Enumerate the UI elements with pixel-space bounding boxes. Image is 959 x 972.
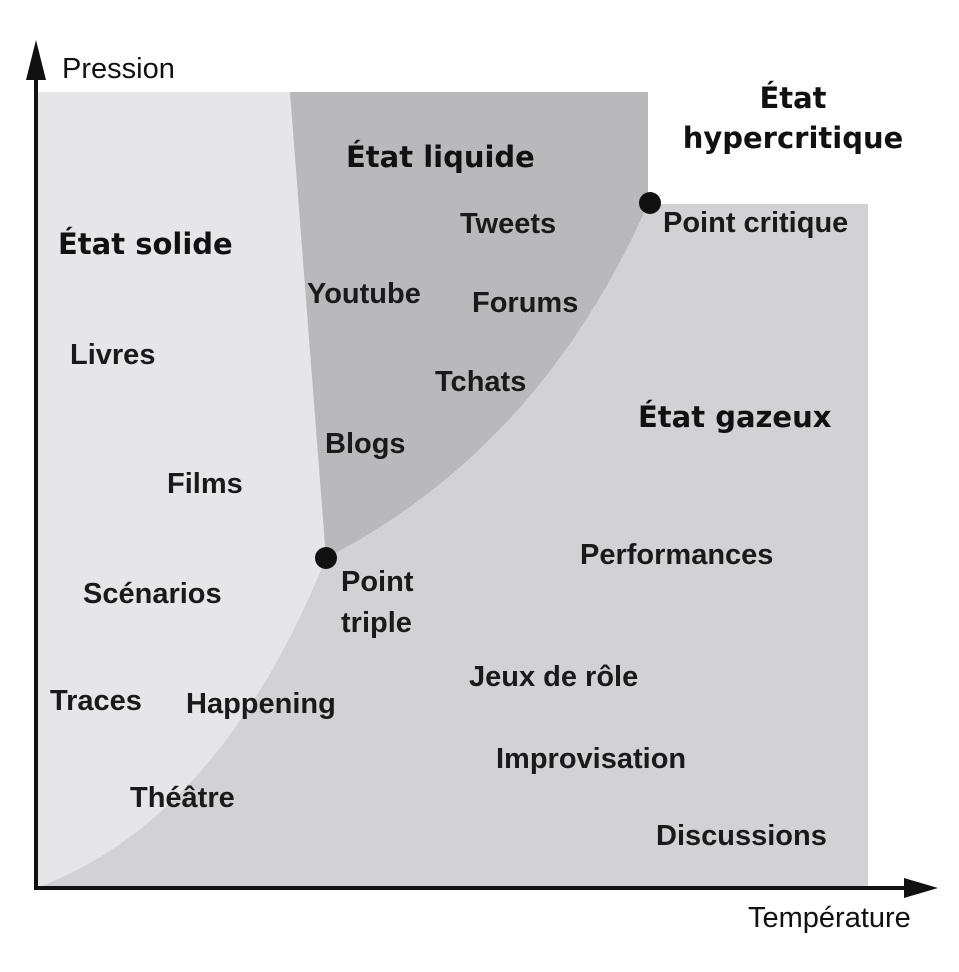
item-forums: Forums [472,287,578,319]
triple-point-label-line2: triple [341,607,412,639]
item-scenarios: Scénarios [83,578,222,610]
triple-point-marker [315,547,337,569]
item-theatre: Théâtre [130,782,235,814]
item-improvisation: Improvisation [496,743,686,775]
solid-region [36,92,326,888]
item-tchats: Tchats [435,366,526,398]
y-axis-title: Pression [62,53,175,85]
triple-point-label-line1: Point [341,566,414,598]
item-traces: Traces [50,685,142,717]
x-axis-title: Température [748,902,911,934]
state-hypercritical-label-line1: État [759,81,826,115]
item-youtube: Youtube [307,278,421,310]
state-hypercritical-label-line2: hypercritique [683,121,904,155]
item-performances: Performances [580,539,773,571]
y-axis-arrow-icon [26,40,46,80]
x-axis-arrow-icon [904,878,938,898]
item-tweets: Tweets [460,208,556,240]
state-liquid-label: État liquide [346,140,535,174]
item-discussions: Discussions [656,820,827,852]
item-blogs: Blogs [325,428,406,460]
liquid-region [290,92,648,558]
item-happening: Happening [186,688,336,720]
item-livres: Livres [70,339,155,371]
critical-point-marker [639,192,661,214]
critical-point-label: Point critique [663,207,848,239]
state-gas-label: État gazeux [638,400,832,434]
item-films: Films [167,468,243,500]
item-jeux-de-role: Jeux de rôle [469,661,638,693]
state-solid-label: État solide [58,227,233,261]
